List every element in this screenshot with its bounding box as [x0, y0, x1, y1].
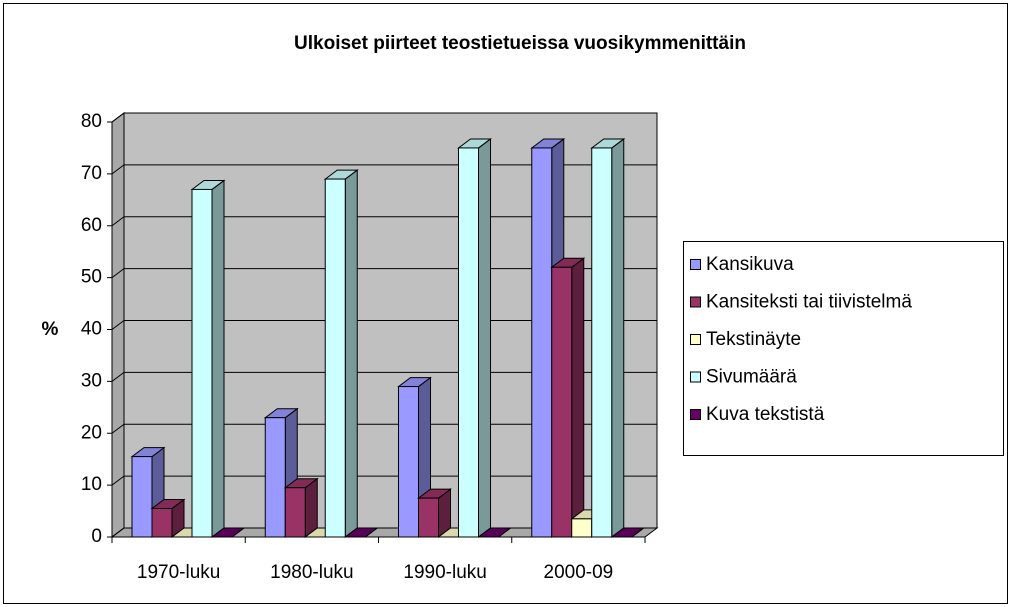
bar-side — [304, 477, 318, 538]
chart-title: Ulkoiset piirteet teostietueissa vuosiky… — [294, 33, 746, 54]
y-axis-label: % — [42, 319, 59, 340]
bar-front — [418, 497, 439, 538]
bar — [343, 527, 379, 538]
bar — [283, 477, 319, 538]
legend-box — [683, 241, 1004, 456]
bar — [610, 527, 646, 538]
bar-top — [610, 527, 646, 538]
bar — [190, 179, 226, 538]
grid-line — [111, 527, 125, 538]
grid-line — [111, 423, 125, 434]
bar-side — [211, 179, 225, 538]
legend-label: Kuva tekstistä — [706, 404, 825, 425]
bar-front — [458, 147, 479, 538]
bar-front — [324, 178, 346, 538]
y-tick-label: 20 — [81, 422, 102, 443]
bar — [417, 488, 452, 538]
bar-top — [210, 527, 246, 538]
bar-top — [343, 527, 379, 538]
bar-side — [571, 257, 585, 538]
bar — [550, 257, 586, 538]
bar-front — [398, 386, 419, 538]
grid-line — [111, 112, 125, 123]
bar-top — [477, 527, 512, 538]
x-tick-label: 1970-luku — [137, 562, 220, 583]
legend-swatch — [690, 409, 701, 420]
legend-label: Kansikuva — [706, 254, 794, 275]
grid-line — [111, 268, 125, 279]
y-tick-label: 80 — [81, 111, 102, 132]
legend-swatch — [690, 259, 701, 270]
bar — [210, 527, 246, 538]
grid-line — [111, 216, 125, 227]
bar — [457, 137, 492, 538]
bar-front — [284, 487, 306, 538]
bar-front — [571, 518, 593, 538]
bar-front — [131, 456, 153, 538]
legend-label: Tekstinäyte — [706, 329, 801, 350]
grid-line — [111, 164, 125, 175]
legend-swatch — [690, 334, 701, 345]
x-tick-label: 1990-luku — [403, 562, 486, 583]
bar-front — [151, 507, 173, 538]
bar — [590, 137, 626, 538]
bar-side — [344, 169, 358, 538]
y-tick-label: 40 — [81, 319, 102, 340]
x-tick-label: 2000-09 — [544, 562, 614, 583]
legend-label: Sivumäärä — [706, 367, 797, 388]
y-tick-label: 30 — [81, 370, 102, 391]
legend-swatch — [690, 296, 701, 308]
grid-line — [111, 320, 125, 330]
legend-swatch — [690, 371, 701, 383]
bar-front — [264, 417, 286, 538]
bar-front — [531, 147, 553, 538]
grid-line — [111, 475, 125, 486]
y-tick-label: 50 — [81, 267, 102, 288]
y-tick-label: 70 — [81, 163, 102, 184]
bar-front — [551, 266, 573, 538]
grid-line — [111, 371, 125, 382]
bar-front — [591, 147, 613, 538]
legend-label: Kansiteksti tai tiivistelmä — [706, 292, 912, 313]
bar-front — [191, 188, 213, 538]
bar-side — [611, 137, 625, 538]
bar — [323, 169, 359, 538]
y-tick-label: 0 — [91, 526, 102, 547]
y-tick-label: 10 — [81, 474, 102, 495]
bar — [477, 527, 512, 538]
x-tick-label: 1980-luku — [270, 562, 353, 583]
bar-side — [478, 137, 491, 538]
y-tick-label: 60 — [81, 215, 102, 236]
